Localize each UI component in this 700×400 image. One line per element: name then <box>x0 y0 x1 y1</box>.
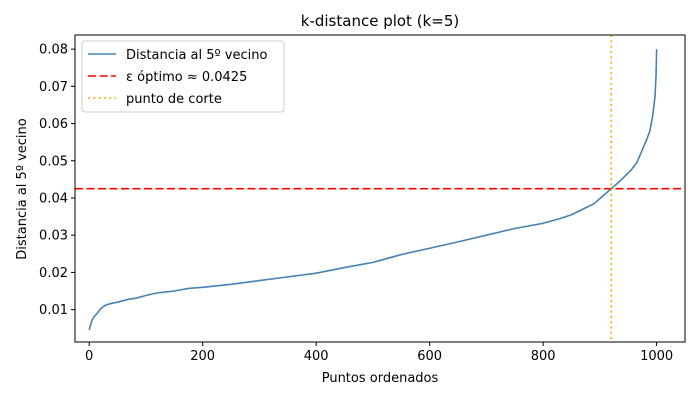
x-tick-label-3: 600 <box>417 349 442 364</box>
y-tick-label-3: 0.04 <box>39 191 68 206</box>
y-tick-label-1: 0.02 <box>39 266 68 281</box>
legend-label-1: ε óptimo ≈ 0.0425 <box>126 70 247 85</box>
y-tick-label-7: 0.08 <box>39 43 68 58</box>
y-axis-label: Distancia al 5º vecino <box>15 118 30 259</box>
plot-area: 0 200 400 600 800 1000 0.01 0.02 0.03 0.04 0.05 0.0… <box>39 34 686 364</box>
legend-label-2: punto de corte <box>126 92 222 107</box>
x-tick-label-2: 400 <box>304 349 329 364</box>
y-tick-label-4: 0.05 <box>39 154 68 169</box>
x-axis-label: Puntos ordenados <box>322 371 439 386</box>
x-tick-label-5: 1000 <box>640 349 673 364</box>
series-line-0 <box>88 49 658 331</box>
y-tick-label-2: 0.03 <box>39 229 68 244</box>
chart-title: k-distance plot (k=5) <box>301 12 459 30</box>
x-tick-label-4: 800 <box>531 349 556 364</box>
y-tick-label-0: 0.01 <box>39 303 68 318</box>
plot-frame <box>74 34 686 343</box>
y-tick-label-5: 0.06 <box>39 117 68 132</box>
x-tick-label-1: 200 <box>190 349 215 364</box>
y-tick-label-6: 0.07 <box>39 80 68 95</box>
x-tick-label-0: 0 <box>85 349 93 364</box>
legend: Distancia al 5º vecino ε óptimo ≈ 0.0425 p… <box>81 40 285 113</box>
legend-box <box>81 40 285 113</box>
legend-label-0: Distancia al 5º vecino <box>126 48 267 63</box>
